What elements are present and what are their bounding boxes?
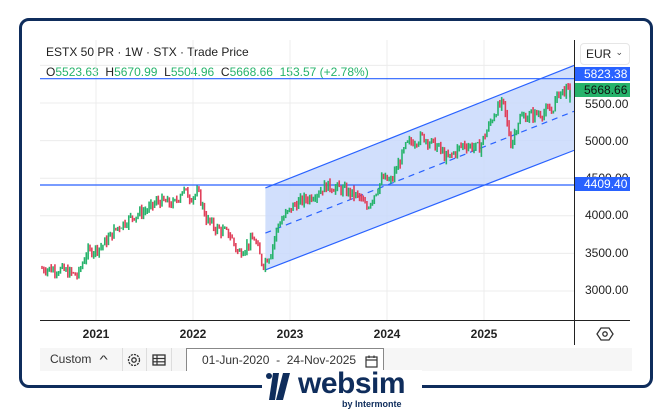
date-to: 24-Nov-2025 <box>286 353 357 367</box>
websim-logo: websim by Intermonte <box>262 367 422 410</box>
toolbar-divider <box>122 348 123 371</box>
price-label: 3000.00 <box>585 283 629 297</box>
range-label: Custom <box>50 352 92 366</box>
change-value: 153.57 (+2.78%) <box>279 65 369 79</box>
brand-name: websim <box>298 367 406 400</box>
price-label: 3500.00 <box>585 246 629 260</box>
currency-value: EUR <box>586 47 612 61</box>
time-label: 2022 <box>179 327 207 341</box>
upper-line-price-tag: 5823.38 <box>575 67 630 81</box>
instrument-title: ESTX 50 PR · 1W · STX · Trade Price <box>46 45 249 59</box>
websim-mark-icon <box>266 373 290 400</box>
calendar-icon[interactable] <box>365 353 378 375</box>
brand-tagline: by Intermonte <box>342 399 402 409</box>
date-from: 01-Jun-2020 <box>202 353 270 367</box>
price-label: 4000.00 <box>585 208 629 222</box>
last-price-tag: 5668.66 <box>575 83 630 97</box>
price-axis-line <box>574 40 575 345</box>
time-label: 2024 <box>373 327 401 341</box>
date-range-picker[interactable]: 01-Jun-2020 - 24-Nov-2025 <box>186 348 384 371</box>
settings-gear-icon[interactable] <box>127 352 141 375</box>
chevron-down-icon: ⌄ <box>615 47 623 57</box>
open-label: O <box>46 65 56 79</box>
high-label: H <box>105 65 115 79</box>
close-label: C <box>220 65 230 79</box>
high-value: 5670.99 <box>114 65 158 79</box>
range-selector-button[interactable]: Custom ^ <box>50 348 108 371</box>
lower-line-price-tag: 4409.40 <box>575 177 630 191</box>
date-separator: - <box>276 353 281 367</box>
time-label: 2023 <box>276 327 304 341</box>
toolbar-divider <box>171 348 172 371</box>
toolbar-divider <box>146 348 147 371</box>
price-label: 5000.00 <box>585 134 629 148</box>
table-view-icon[interactable] <box>152 352 166 375</box>
chevron-up-icon: ^ <box>99 354 108 366</box>
ohlc-readout: O5523.63 H5670.99 L5504.96 C5668.66 153.… <box>46 65 369 79</box>
time-label: 2021 <box>82 327 110 341</box>
time-label: 2025 <box>470 327 498 341</box>
currency-select[interactable]: EUR ⌄ <box>580 43 630 65</box>
price-label: 5500.00 <box>585 97 629 111</box>
low-label: L <box>164 65 171 79</box>
close-value: 5668.66 <box>229 65 273 79</box>
open-value: 5523.63 <box>55 65 99 79</box>
chart-settings-hex-icon[interactable] <box>596 325 614 343</box>
time-axis-line <box>40 320 630 321</box>
